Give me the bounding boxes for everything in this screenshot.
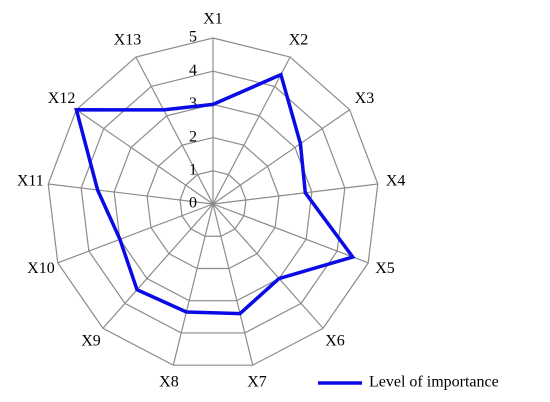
grid-ring xyxy=(113,103,313,302)
r-tick-label: 0 xyxy=(189,195,197,212)
spoke xyxy=(212,203,369,264)
axis-label: X4 xyxy=(386,172,406,189)
axis-label: X5 xyxy=(375,260,395,277)
r-tick-label: 5 xyxy=(189,29,197,46)
spoke xyxy=(212,183,378,205)
spoke xyxy=(212,203,254,366)
axis-label: X8 xyxy=(159,373,179,390)
axis-label: X7 xyxy=(247,373,267,390)
r-tick-label: 4 xyxy=(189,62,197,79)
grid-ring xyxy=(179,170,247,237)
spoke xyxy=(76,109,214,205)
axis-label: X10 xyxy=(27,260,55,277)
axis-label: X3 xyxy=(355,90,375,107)
r-tick-label: 3 xyxy=(189,95,197,112)
grid-ring xyxy=(47,37,379,366)
legend-label: Level of importance xyxy=(369,374,499,391)
spoke xyxy=(48,183,214,205)
spoke xyxy=(212,203,324,329)
axis-label: X9 xyxy=(81,332,101,349)
axis-label: X12 xyxy=(48,90,76,107)
spoke xyxy=(212,56,291,205)
spoke xyxy=(135,56,214,205)
spoke xyxy=(212,109,350,205)
spoke xyxy=(57,203,214,264)
grid-ring xyxy=(146,136,280,270)
axis-label: X6 xyxy=(325,332,345,349)
r-tick-label: 1 xyxy=(189,161,197,178)
spoke xyxy=(172,203,214,366)
series-line xyxy=(74,72,356,316)
r-tick-label: 2 xyxy=(189,128,197,145)
axis-label: X1 xyxy=(203,11,223,28)
grid-ring xyxy=(80,70,346,334)
axis-label: X11 xyxy=(17,172,44,189)
spoke xyxy=(102,203,214,329)
axis-label: X13 xyxy=(114,32,142,49)
axis-label: X2 xyxy=(289,32,309,49)
